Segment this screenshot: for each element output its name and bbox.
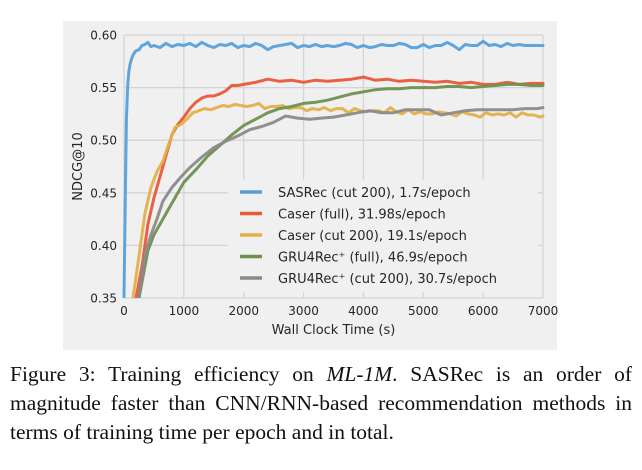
legend-label: GRU4Rec⁺ (cut 200), 30.7s/epoch [278,272,497,287]
figure-caption: Figure 3: Training efficiency on ML-1M. … [10,360,632,447]
y-tick-label: 0.40 [90,239,117,253]
chart: 0 1000 2000 3000 4000 5000 6000 7000 0.35 0.40 0.4… [63,21,559,350]
legend-label: SASRec (cut 200), 1.7s/epoch [278,186,471,201]
x-tick-label: 1000 [169,304,200,318]
x-tick-label: 0 [120,304,128,318]
x-tick-label: 5000 [408,304,439,318]
legend-label: Caser (full), 31.98s/epoch [278,208,446,223]
legend: SASRec (cut 200), 1.7s/epoch Caser (full)… [228,180,538,292]
y-tick-label: 0.45 [90,186,117,200]
axes: Wall Clock Time (s) NDCG@10 [71,132,395,338]
y-tick-label: 0.35 [90,292,117,306]
caption-text-2: . SASRec is an order of magnitude faster… [10,362,632,444]
series-line-1 [122,39,545,298]
y-axis-label: NDCG@10 [71,132,86,200]
series-lines [122,39,545,298]
x-tick-label: 4000 [348,304,379,318]
series-line-5 [137,106,545,298]
caption-text-1: Training efficiency on [95,362,327,386]
legend-label: Caser (cut 200), 19.1s/epoch [278,229,467,244]
caption-label: Figure 3: [10,362,96,386]
series-line-2 [134,75,545,298]
y-tick-label: 0.55 [90,81,117,95]
x-tick-label: 7000 [528,304,559,318]
x-tick-label: 6000 [468,304,499,318]
legend-background [228,180,538,292]
x-tick-label: 3000 [288,304,319,318]
y-tick-label: 0.50 [90,134,117,148]
x-axis-label: Wall Clock Time (s) [272,323,396,338]
series-line-4 [137,82,545,298]
caption-dataset-name: ML-1M [326,362,393,386]
legend-label: GRU4Rec⁺ (full), 46.9s/epoch [278,251,468,266]
series-line-3 [131,101,545,298]
y-tick-label: 0.60 [90,29,117,43]
x-tick-label: 2000 [228,304,259,318]
